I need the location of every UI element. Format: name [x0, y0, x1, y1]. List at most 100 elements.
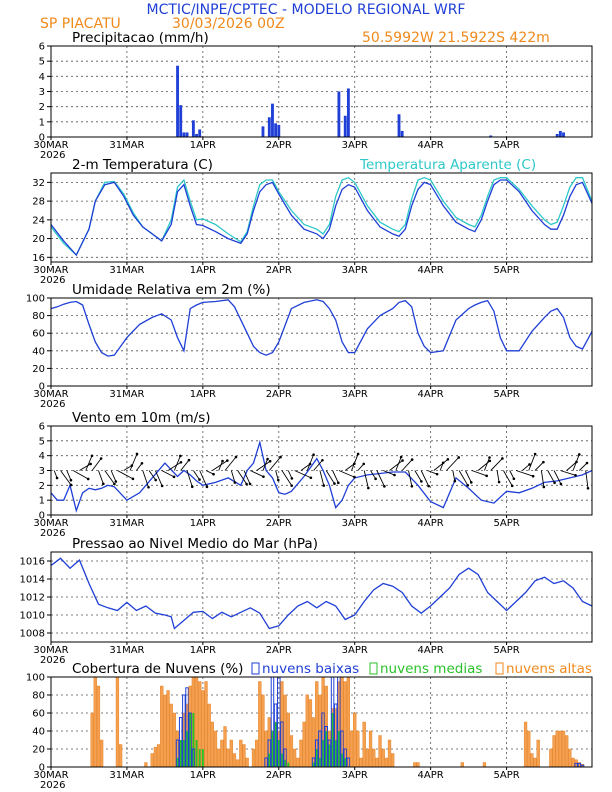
- panel-wind: 0 1 2 3 4 5 6 30MAR 31MAR 1APR 2APR 3APR 4APR 5APR 202…: [33, 410, 593, 539]
- cloud-high-bar: [289, 735, 294, 768]
- x-tick-label: 30MAR: [33, 265, 68, 276]
- cloud-high-bar: [384, 757, 388, 768]
- precip-bar: [277, 124, 281, 137]
- x-tick-label: 30MAR: [33, 389, 68, 400]
- x-tick-label: 4APR: [418, 265, 444, 276]
- precip-bar: [185, 132, 189, 137]
- y-tick-label: 3: [39, 87, 45, 98]
- cloud-high-bar: [308, 699, 313, 768]
- cloud-high-bar: [568, 748, 572, 768]
- series-line-humidity: [50, 299, 593, 357]
- legend-label: nuvens baixas: [262, 661, 359, 677]
- wind-vector: [515, 470, 534, 477]
- wind-vector-head: [488, 459, 492, 463]
- wind-vector: [123, 465, 133, 471]
- panel-title: Umidade Relativa em 2m (%): [72, 282, 271, 298]
- legend-label: nuvens medias: [380, 661, 482, 677]
- wind-vector: [408, 470, 413, 487]
- wind-vector: [186, 470, 193, 487]
- wind-vector-head: [179, 454, 182, 458]
- wind-vector-head: [586, 486, 590, 490]
- wind-vector: [117, 470, 134, 480]
- wind-vector: [376, 470, 385, 487]
- precip-bar: [400, 130, 404, 137]
- precip-bar: [346, 88, 350, 137]
- cloud-mid-bar: [274, 722, 277, 767]
- wind-vector-head: [333, 482, 336, 485]
- wind-vector-head: [226, 459, 229, 462]
- x-year-label: 2026: [40, 780, 65, 791]
- cloud-high-bar: [242, 744, 246, 768]
- wind-vector: [60, 470, 72, 486]
- cloud-mid-bar: [189, 713, 192, 767]
- wind-vector: [98, 470, 104, 484]
- wind-vector: [136, 463, 143, 471]
- panel-title: Vento em 10m (m/s): [72, 410, 211, 426]
- precip-bar: [191, 120, 195, 137]
- wind-vector: [427, 470, 438, 475]
- plot-frame: [50, 45, 593, 138]
- cloud-mid-bar: [337, 731, 340, 767]
- precip-bar: [397, 114, 401, 137]
- cloud-high-bar: [387, 739, 392, 768]
- cloud-mid-bar: [176, 758, 179, 767]
- cloud-high-bar: [96, 685, 101, 768]
- precip-bar: [562, 132, 565, 137]
- cloud-high-bar: [232, 753, 237, 768]
- y-tick-label: 1: [39, 496, 45, 507]
- cloud-high-bar: [258, 681, 262, 768]
- y-tick-label: 20: [32, 234, 45, 245]
- wind-vector: [319, 470, 325, 486]
- wind-vector: [490, 458, 503, 471]
- x-year-label: 2026: [40, 655, 65, 666]
- wind-vector: [72, 470, 89, 480]
- wind-vector: [528, 453, 536, 471]
- x-tick-label: 31MAR: [109, 140, 144, 151]
- wind-vector: [325, 470, 335, 484]
- cloud-high-bar: [118, 744, 123, 768]
- cloud-mid-bar: [322, 740, 325, 767]
- x-tick-label: 3APR: [342, 518, 368, 529]
- wind-vector: [496, 470, 500, 483]
- wind-vector-head: [485, 474, 488, 478]
- cloud-high-bar: [375, 757, 379, 768]
- panel-title: 2-m Temperatura (C): [72, 157, 213, 173]
- cloud-mid-bar: [186, 731, 188, 767]
- y-tick-label: 100: [26, 294, 45, 305]
- wind-vector: [566, 461, 577, 471]
- wind-vector-head: [205, 485, 209, 489]
- x-tick-label: 2APR: [266, 140, 292, 151]
- y-tick-label: 3: [39, 466, 45, 477]
- panel-humidity: 0 20 40 60 80 100 30MAR 31MAR 1APR 2APR 3APR 4APR 5A…: [26, 282, 593, 410]
- cloud-high-bar: [305, 694, 309, 768]
- series-line-apparent-temp: [50, 176, 593, 257]
- x-tick-label: 3APR: [342, 645, 368, 656]
- wind-vector: [344, 463, 355, 471]
- series-line-wind: [50, 439, 593, 513]
- wind-vector-head: [290, 477, 294, 480]
- cloud-high-bar: [416, 762, 420, 768]
- plot-frame: [50, 297, 593, 387]
- y-tick-label: 1008: [20, 629, 45, 640]
- x-tick-label: 30MAR: [33, 645, 68, 656]
- wind-vector: [547, 470, 555, 484]
- cloud-mid-bar: [201, 749, 204, 767]
- cloud-mid-bar: [271, 731, 274, 767]
- wind-vector: [281, 470, 293, 486]
- x-tick-label: 31MAR: [109, 645, 144, 656]
- wind-vector-head: [427, 484, 430, 488]
- wind-vector-head: [90, 454, 94, 458]
- cloud-high-bar: [93, 676, 97, 768]
- wind-vector-head: [435, 472, 439, 476]
- panel-temperature: 16 20 24 28 32 30MAR 31MAR 1APR 2APR 3APR 4APR 5APR…: [32, 157, 593, 286]
- wind-vector: [250, 470, 264, 478]
- wind-vector: [294, 470, 312, 479]
- precip-bar: [337, 91, 341, 137]
- wind-vector: [465, 470, 472, 483]
- cloud-high-bar: [460, 762, 464, 768]
- cloud-high-bar: [356, 730, 360, 768]
- wind-vector-head: [179, 460, 183, 464]
- y-tick-label: 1010: [20, 611, 45, 622]
- cloud-high-bar: [552, 735, 556, 768]
- wind-vector-head: [147, 485, 150, 489]
